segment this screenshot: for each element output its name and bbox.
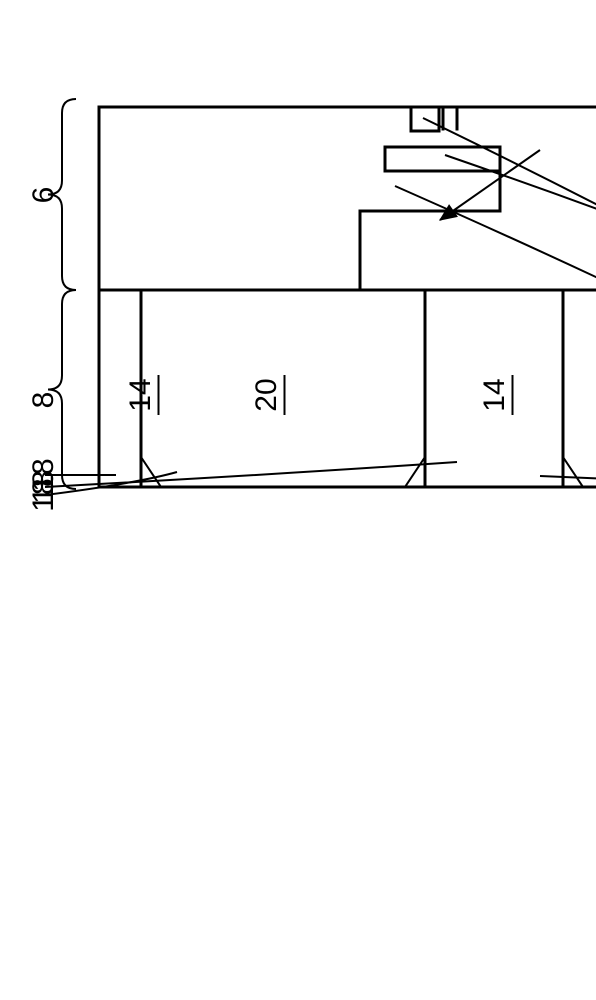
label-text: 20: [250, 378, 283, 411]
label-text: 14: [478, 378, 511, 411]
brace: [48, 99, 76, 290]
diagram-canvas: 1232243436383436243814201420141818181818…: [0, 0, 596, 1000]
label-text: 14: [124, 378, 157, 411]
tick-18: [563, 457, 583, 487]
tick-18: [405, 457, 425, 487]
label-text: 8: [27, 392, 60, 409]
leader-curve: [445, 155, 596, 345]
feature-conn: [335, 171, 500, 290]
leader-curve: [423, 118, 596, 395]
label-text: 18: [27, 478, 60, 511]
